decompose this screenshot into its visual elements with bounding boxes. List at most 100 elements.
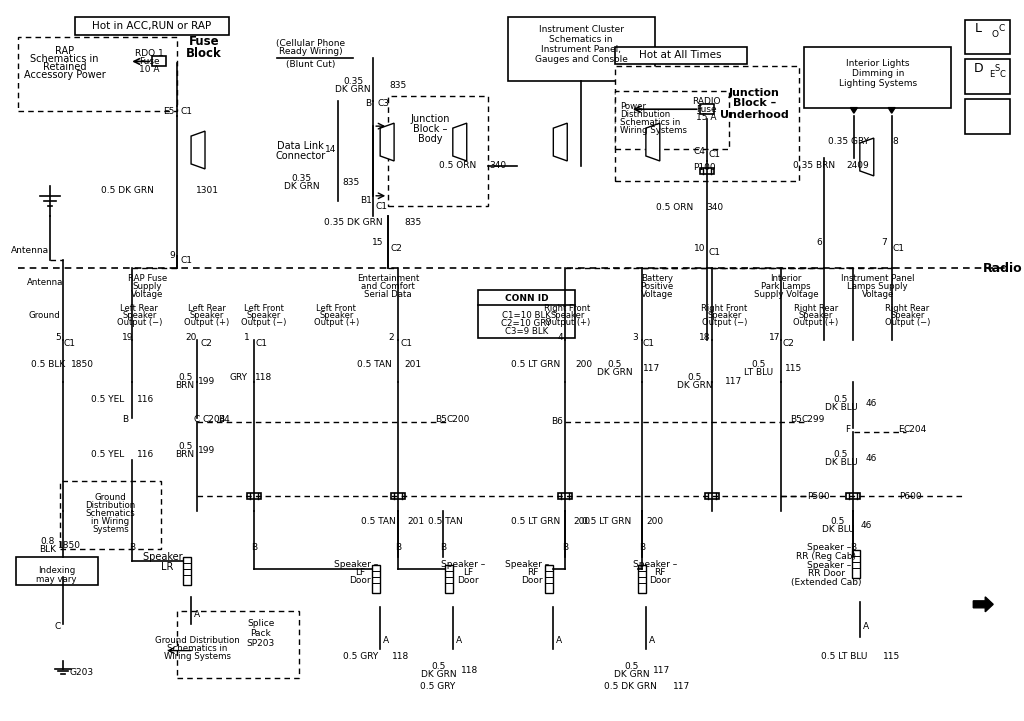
Text: 0.5: 0.5	[752, 360, 766, 369]
Text: 0.35 BRN: 0.35 BRN	[793, 162, 836, 170]
Text: RAP: RAP	[55, 46, 75, 56]
Text: 340: 340	[706, 203, 723, 212]
Text: C1: C1	[180, 107, 193, 115]
Text: A: A	[456, 636, 462, 645]
Text: 0.5 LT BLU: 0.5 LT BLU	[820, 652, 867, 661]
Text: BRN: BRN	[175, 450, 195, 459]
Text: Schematics in: Schematics in	[31, 55, 99, 64]
Text: Voltage: Voltage	[131, 290, 164, 298]
Text: 4: 4	[557, 332, 563, 342]
Text: 10 A: 10 A	[139, 65, 160, 74]
Text: C1: C1	[643, 339, 655, 348]
Text: 0.5 LT GRN: 0.5 LT GRN	[511, 360, 560, 369]
Text: E5: E5	[164, 107, 175, 115]
Text: 0.35 GRY: 0.35 GRY	[828, 136, 869, 146]
Text: 46: 46	[865, 399, 877, 408]
Bar	[699, 105, 714, 114]
Text: F: F	[846, 425, 851, 434]
Text: 0.5: 0.5	[625, 662, 639, 671]
Text: 0.5 GRY: 0.5 GRY	[420, 682, 456, 691]
Text: Speaker –: Speaker –	[807, 543, 851, 552]
Text: DK GRN: DK GRN	[336, 85, 371, 94]
Text: 118: 118	[392, 652, 410, 661]
Text: C1: C1	[709, 248, 721, 257]
Text: 46: 46	[860, 521, 871, 530]
Text: Positive: Positive	[640, 282, 674, 291]
Polygon shape	[553, 123, 567, 161]
Bar	[615, 66, 799, 181]
Text: 0.5: 0.5	[608, 360, 623, 369]
Text: (Cellular Phone: (Cellular Phone	[275, 39, 345, 48]
Text: Supply: Supply	[132, 282, 162, 291]
Text: Interior: Interior	[770, 274, 802, 283]
Text: 20: 20	[185, 332, 197, 342]
Text: Output (+): Output (+)	[184, 318, 229, 327]
Bar	[846, 493, 860, 500]
Text: Supply Voltage: Supply Voltage	[754, 290, 818, 298]
Text: Wiring Systems: Wiring Systems	[620, 125, 687, 135]
Text: B1: B1	[360, 196, 372, 205]
Text: 1301: 1301	[196, 186, 218, 195]
Text: CONN ID: CONN ID	[505, 293, 548, 303]
Text: G203: G203	[70, 668, 93, 677]
Text: C2: C2	[200, 339, 212, 348]
Text: Speaker: Speaker	[247, 311, 281, 319]
Text: 0.35 DK GRN: 0.35 DK GRN	[324, 218, 383, 227]
Text: RADIO: RADIO	[692, 97, 721, 106]
Bar	[705, 493, 719, 500]
Text: Speaker –: Speaker –	[633, 559, 677, 569]
Text: 117: 117	[643, 364, 660, 373]
Text: Fuse: Fuse	[139, 57, 160, 66]
Text: 0.5 YEL: 0.5 YEL	[91, 395, 124, 404]
Text: Accessory Power: Accessory Power	[24, 71, 105, 80]
Text: 200: 200	[573, 517, 591, 526]
Text: L: L	[975, 22, 982, 35]
Text: Right Front: Right Front	[701, 304, 748, 313]
Text: B: B	[562, 543, 568, 552]
Text: Data Link: Data Link	[278, 141, 324, 151]
Text: Right Rear: Right Rear	[886, 304, 930, 313]
Text: (Extended Cab): (Extended Cab)	[791, 578, 861, 588]
Text: Speaker: Speaker	[189, 311, 224, 319]
Text: Park Lamps: Park Lamps	[762, 282, 811, 291]
Text: C1: C1	[400, 339, 412, 348]
Text: 117: 117	[673, 682, 690, 691]
Text: GRY: GRY	[229, 373, 248, 382]
Bar	[444, 565, 453, 593]
Text: B5: B5	[791, 415, 802, 424]
Text: Retained: Retained	[43, 63, 86, 72]
Text: Radio: Radio	[983, 262, 1023, 275]
Text: 0.5 TAN: 0.5 TAN	[360, 517, 395, 526]
Bar	[59, 482, 161, 549]
Text: 199: 199	[199, 446, 216, 455]
Bar	[388, 97, 487, 205]
Text: RF: RF	[526, 568, 538, 578]
Text: 0.5 GRY: 0.5 GRY	[343, 652, 378, 661]
Bar	[372, 565, 380, 593]
Text: 0.5 DK GRN: 0.5 DK GRN	[101, 186, 154, 195]
Text: C204: C204	[904, 425, 927, 434]
Text: Splice: Splice	[247, 619, 274, 628]
Text: Speaker –: Speaker –	[440, 559, 485, 569]
Text: 201: 201	[408, 517, 425, 526]
Bar	[546, 565, 553, 593]
Text: 0.5 LT GRN: 0.5 LT GRN	[511, 517, 560, 526]
Text: E: E	[989, 70, 995, 79]
Text: A: A	[649, 636, 655, 645]
Text: Fuse: Fuse	[188, 35, 219, 48]
Text: Schematics in: Schematics in	[550, 35, 613, 44]
Text: Speaker: Speaker	[550, 311, 585, 319]
Text: Lighting Systems: Lighting Systems	[839, 79, 916, 88]
Text: Ready Wiring): Ready Wiring)	[279, 47, 342, 56]
Text: Voltage: Voltage	[641, 290, 673, 298]
Text: Hot in ACC,RUN or RAP: Hot in ACC,RUN or RAP	[91, 21, 211, 30]
Text: 17: 17	[768, 332, 780, 342]
Text: Wiring Systems: Wiring Systems	[164, 652, 230, 661]
Text: 0.5: 0.5	[834, 450, 848, 459]
Text: 3: 3	[632, 332, 638, 342]
Text: Output (+): Output (+)	[313, 318, 359, 327]
Text: Left Rear: Left Rear	[188, 304, 226, 313]
Text: 0.5: 0.5	[432, 662, 446, 671]
Text: Output (−): Output (−)	[885, 318, 930, 327]
Text: Speaker –: Speaker –	[143, 552, 191, 562]
